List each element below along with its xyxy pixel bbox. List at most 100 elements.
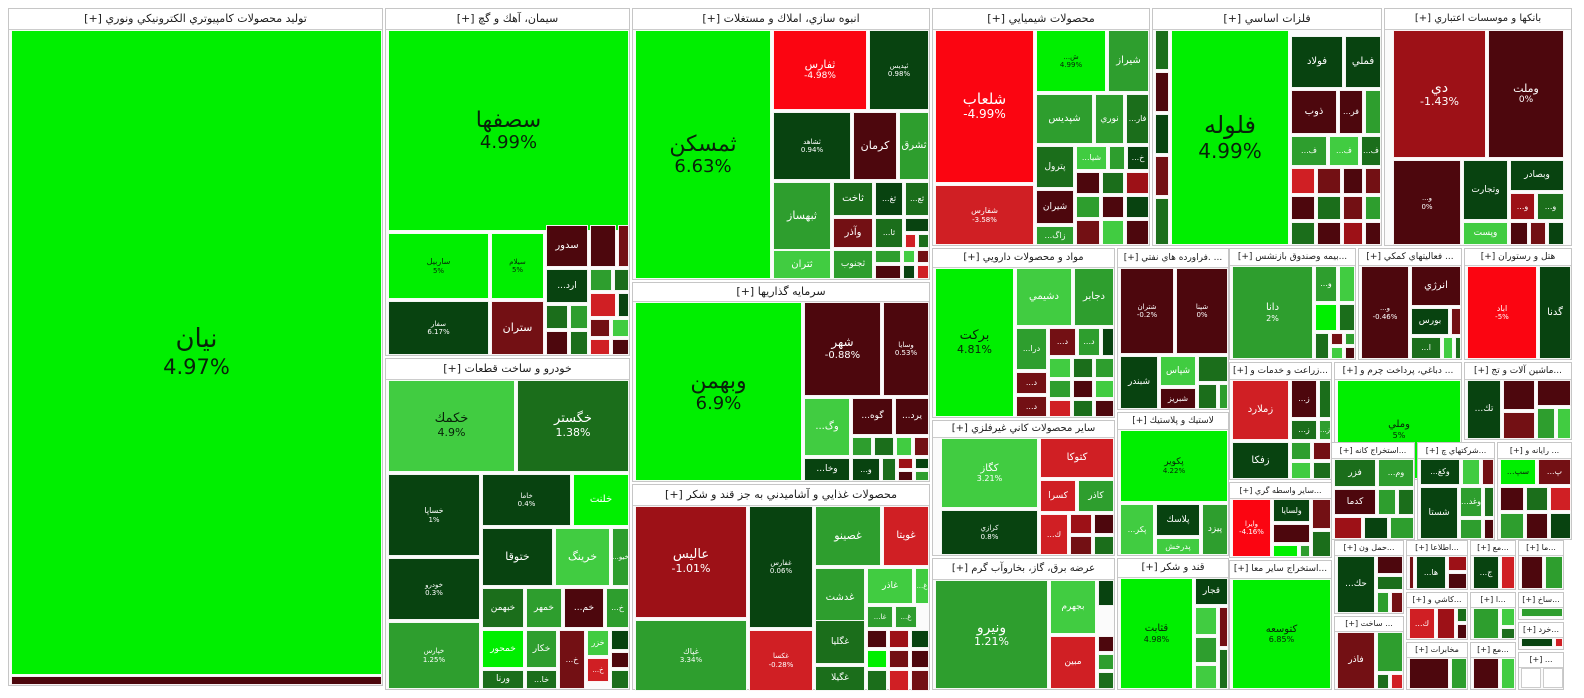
stock-tile[interactable]: خزر	[587, 630, 609, 656]
stock-tile[interactable]: ...ك	[1040, 514, 1068, 555]
stock-tile[interactable]: ورنا	[482, 670, 524, 689]
stock-tile[interactable]	[1049, 358, 1071, 378]
stock-tile[interactable]	[1484, 519, 1494, 539]
stock-tile[interactable]: ...پكر	[1120, 504, 1154, 555]
stock-tile[interactable]	[612, 339, 629, 355]
stock-tile[interactable]: وپست	[1463, 222, 1508, 245]
sector-header[interactable]: فلزات اساسي [+]	[1153, 9, 1381, 30]
stock-tile[interactable]	[1510, 222, 1528, 245]
sector-header[interactable]: ... فعاليتهاي كمكي [+]	[1359, 249, 1461, 266]
stock-tile[interactable]	[903, 265, 915, 279]
stock-tile[interactable]: غصينو	[815, 506, 881, 566]
stock-tile[interactable]	[1102, 220, 1124, 245]
stock-tile[interactable]: شستا	[1420, 487, 1458, 539]
stock-tile[interactable]	[917, 265, 929, 279]
stock-tile[interactable]	[875, 265, 901, 279]
stock-tile[interactable]: فملي	[1345, 36, 1381, 88]
stock-tile[interactable]	[1300, 545, 1310, 557]
stock-tile[interactable]	[1457, 624, 1467, 639]
sector-header[interactable]: لاستيك و پلاستيك [+]	[1118, 413, 1228, 430]
stock-tile[interactable]	[11, 676, 382, 685]
stock-tile[interactable]: پيزد	[1202, 504, 1228, 555]
stock-tile[interactable]	[1313, 442, 1331, 460]
stock-tile[interactable]	[590, 319, 610, 337]
stock-tile[interactable]: قثابت 4.98%	[1120, 578, 1193, 689]
stock-tile[interactable]	[1155, 198, 1169, 245]
sector-header[interactable]: سرمايه گذاريها [+]	[633, 283, 929, 302]
stock-tile[interactable]	[546, 305, 568, 329]
stock-tile[interactable]: خبهمن	[482, 588, 524, 628]
sector-header[interactable]: مخابرات [+]	[1407, 643, 1467, 658]
stock-tile[interactable]	[917, 250, 929, 263]
stock-tile[interactable]	[1345, 347, 1355, 359]
stock-tile[interactable]: ...زاگ	[1036, 226, 1074, 245]
stock-tile[interactable]	[898, 458, 913, 469]
stock-tile[interactable]: وبصادر	[1510, 160, 1564, 191]
stock-tile[interactable]	[1526, 487, 1548, 511]
stock-tile[interactable]: قجار	[1195, 578, 1228, 605]
stock-tile[interactable]: خكمك 4.9%	[388, 380, 515, 472]
stock-tile[interactable]	[1195, 607, 1217, 635]
stock-tile[interactable]: كگاز 3.21%	[941, 438, 1038, 508]
stock-tile[interactable]	[1500, 487, 1524, 511]
sector-header[interactable]: ...كاشي و [+]	[1407, 593, 1467, 608]
stock-tile[interactable]: ...شيا	[1076, 146, 1107, 170]
stock-tile[interactable]	[1455, 337, 1461, 359]
sector-header[interactable]: ...ما [+]	[1519, 541, 1563, 556]
stock-tile[interactable]: ثفارس -4.98%	[773, 30, 867, 110]
stock-tile[interactable]: ...يرد	[895, 398, 929, 435]
stock-tile[interactable]: شبندر	[1120, 356, 1158, 409]
stock-tile[interactable]	[905, 234, 916, 248]
stock-tile[interactable]: ...غ	[915, 568, 929, 604]
stock-tile[interactable]: خودرو 0.3%	[388, 558, 480, 620]
stock-tile[interactable]	[1094, 514, 1114, 534]
stock-tile[interactable]: غفارس 0.06%	[749, 506, 813, 628]
stock-tile[interactable]	[1073, 400, 1093, 417]
stock-tile[interactable]	[915, 471, 929, 481]
stock-tile[interactable]: پكوير 4.22%	[1120, 430, 1228, 502]
stock-tile[interactable]: غدشت	[815, 568, 865, 628]
stock-tile[interactable]	[1364, 517, 1388, 539]
stock-tile[interactable]	[1377, 632, 1403, 672]
stock-tile[interactable]	[852, 437, 872, 456]
sector-header[interactable]: هتل و رستوران [+]	[1465, 249, 1571, 266]
stock-tile[interactable]	[898, 471, 913, 481]
stock-tile[interactable]	[1155, 156, 1169, 196]
stock-tile[interactable]	[1098, 672, 1114, 689]
stock-tile[interactable]	[1070, 536, 1092, 555]
stock-tile[interactable]: زملارد	[1232, 380, 1289, 440]
stock-tile[interactable]	[1126, 220, 1149, 245]
stock-tile[interactable]	[1219, 649, 1228, 689]
stock-tile[interactable]: ...و	[1315, 266, 1337, 302]
stock-tile[interactable]: غويتا	[883, 506, 929, 566]
stock-tile[interactable]: غكسا -0.28%	[749, 630, 813, 691]
stock-tile[interactable]	[1550, 513, 1571, 539]
sector-header[interactable]: ...بيمه وصندوق بازنشس [+]	[1230, 249, 1355, 266]
stock-tile[interactable]	[1501, 608, 1515, 626]
stock-tile[interactable]: غگيلا	[815, 666, 865, 691]
stock-tile[interactable]	[1448, 573, 1467, 589]
stock-tile[interactable]: ...و 0%	[1393, 160, 1461, 245]
stock-tile[interactable]: ...وخا	[804, 458, 850, 481]
stock-tile[interactable]: ...د	[1049, 328, 1076, 356]
stock-tile[interactable]	[1365, 222, 1381, 245]
stock-tile[interactable]	[1098, 636, 1114, 652]
stock-tile[interactable]	[570, 331, 588, 355]
stock-tile[interactable]	[1343, 196, 1363, 220]
stock-tile[interactable]	[875, 250, 901, 263]
stock-tile[interactable]	[1095, 380, 1114, 398]
sector-header[interactable]: ...خرد [+]	[1519, 623, 1563, 638]
stock-tile[interactable]	[1102, 172, 1124, 194]
stock-tile[interactable]: خمحور	[482, 630, 524, 668]
sector-header[interactable]: قند و شكر [+]	[1118, 559, 1228, 578]
stock-tile[interactable]: غپاك 3.34%	[635, 620, 747, 691]
stock-tile[interactable]	[1102, 328, 1114, 356]
stock-tile[interactable]	[1409, 556, 1414, 589]
stock-tile[interactable]: ...ثا	[875, 218, 903, 248]
stock-tile[interactable]	[1291, 222, 1315, 245]
stock-tile[interactable]: كسرا	[1040, 480, 1076, 512]
stock-tile[interactable]	[1076, 196, 1100, 218]
sector-header[interactable]: سيمان، آهك و گچ [+]	[386, 9, 629, 30]
stock-tile[interactable]	[614, 269, 629, 291]
stock-tile[interactable]: ثتران	[773, 250, 831, 279]
